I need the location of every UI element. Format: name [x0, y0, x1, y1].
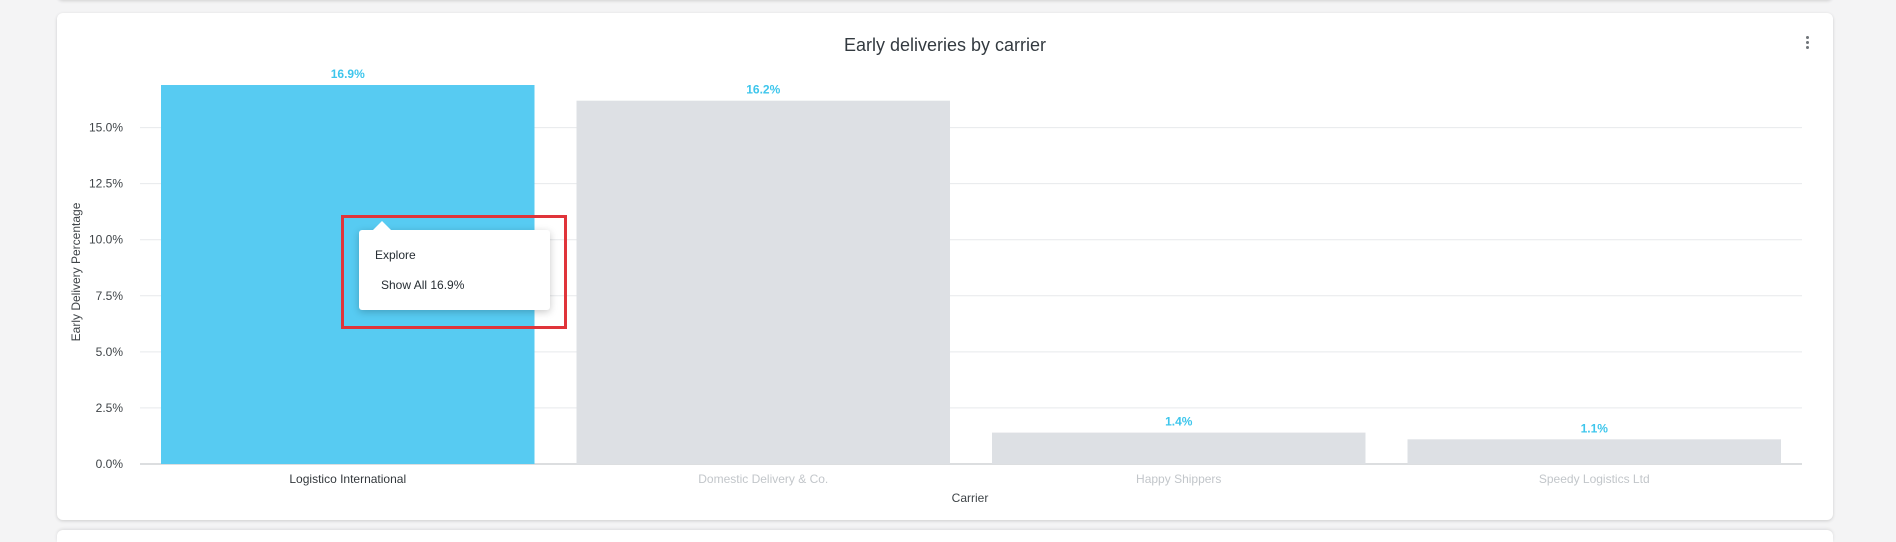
y-tick-label: 7.5% [96, 289, 124, 303]
y-tick-label: 5.0% [96, 345, 124, 359]
explore-tooltip: Explore Show All 16.9% [359, 221, 550, 310]
data-label: 1.4% [1165, 415, 1193, 429]
bar[interactable] [576, 100, 951, 464]
x-tick-label: Happy Shippers [1136, 472, 1221, 486]
bars [161, 85, 1781, 464]
y-tick-label: 10.0% [89, 233, 123, 247]
x-tick-label: Speedy Logistics Ltd [1539, 472, 1650, 486]
y-tick-label: 0.0% [96, 457, 124, 471]
bar[interactable] [992, 432, 1366, 464]
y-axis-title: Early Delivery Percentage [69, 202, 83, 341]
data-label: 16.9% [331, 67, 365, 81]
tooltip-title: Explore [375, 248, 416, 262]
x-tick-label: Domestic Delivery & Co. [698, 472, 828, 486]
y-tick-label: 15.0% [89, 121, 123, 135]
show-all-menu-item[interactable]: Show All 16.9% [381, 278, 465, 292]
chart-title: Early deliveries by carrier [843, 35, 1047, 55]
y-tick-label: 2.5% [96, 401, 124, 415]
next-card-edge [57, 530, 1833, 542]
kebab-menu-icon[interactable] [1801, 36, 1813, 52]
data-label: 16.2% [746, 83, 780, 97]
data-label: 1.1% [1581, 421, 1609, 435]
y-tick-label: 12.5% [89, 177, 123, 191]
x-tick-label: Logistico International [289, 472, 406, 486]
labels: 0.0% 2.5% 5.0% 7.5% 10.0% 12.5% 15.0% 16.9% Logi… [89, 67, 1650, 486]
tooltip-caret [373, 221, 391, 230]
bar[interactable] [1407, 439, 1782, 464]
x-axis-title: Carrier [952, 491, 989, 505]
annotation-highlight-box [341, 215, 567, 329]
